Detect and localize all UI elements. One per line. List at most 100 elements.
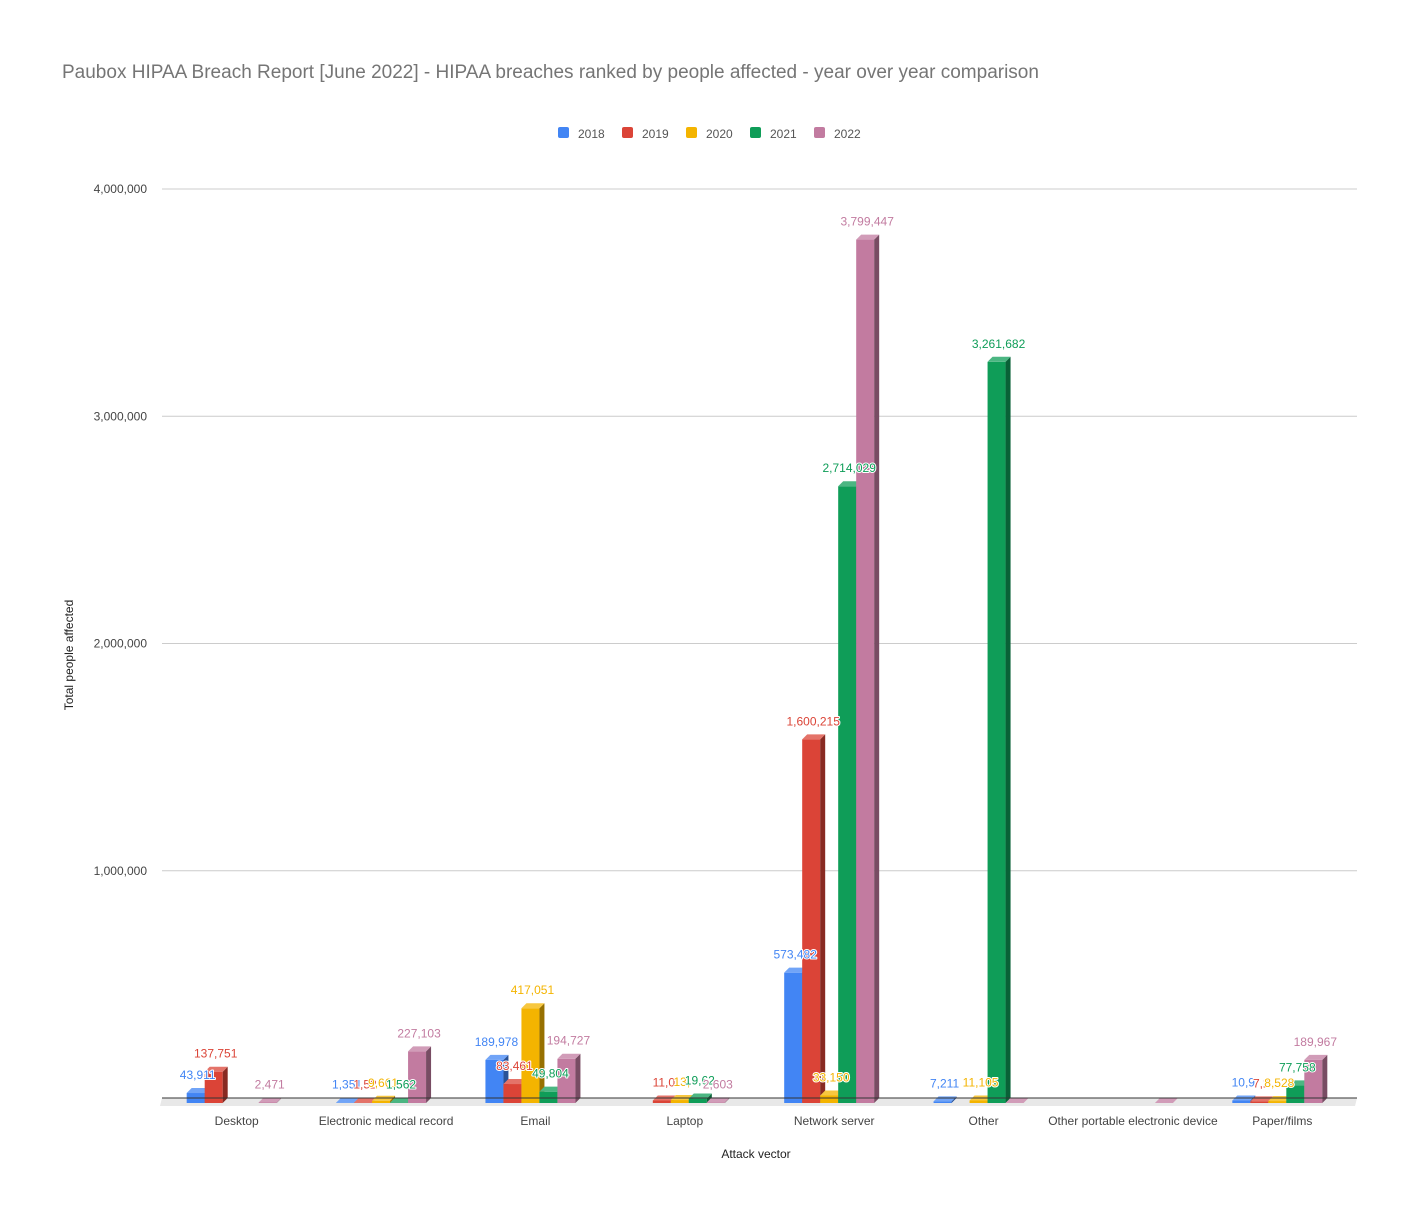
bar-top [557, 1053, 581, 1059]
bar-side [724, 1097, 730, 1103]
bar-2022[interactable] [557, 1053, 581, 1103]
bar-front [670, 1100, 689, 1103]
legend-label: 2019 [642, 127, 669, 141]
bar-front [784, 972, 803, 1103]
legend-swatch [814, 127, 825, 138]
x-category-label: Other [969, 1114, 999, 1128]
bar-top [503, 1079, 527, 1085]
legend-item-2018[interactable]: 2018 [558, 127, 605, 141]
legend-swatch [558, 127, 569, 138]
y-tick-label: 3,000,000 [94, 409, 148, 423]
bar-top [688, 1093, 712, 1099]
x-category-label: Desktop [215, 1114, 259, 1128]
bar-side [1005, 356, 1011, 1103]
bar-2022[interactable] [856, 234, 880, 1103]
data-label: 8,528 [1264, 1076, 1294, 1090]
bar-top [802, 734, 826, 740]
bar-front [987, 361, 1006, 1103]
bar-2019[interactable] [204, 1066, 228, 1103]
data-label: 2,471 [255, 1077, 285, 1091]
bar-top [336, 1097, 360, 1103]
data-label: 33,150 [813, 1070, 850, 1084]
bar-2021[interactable] [987, 356, 1011, 1103]
bar-2022[interactable] [1304, 1054, 1328, 1103]
data-label: 2,714,029 [822, 461, 876, 475]
bar-2022[interactable] [1154, 1098, 1178, 1103]
legend-item-2021[interactable]: 2021 [750, 127, 797, 141]
bar-front [1232, 1100, 1251, 1103]
bar-top [784, 967, 808, 973]
x-category-label: Electronic medical record [319, 1114, 454, 1128]
data-label: 77,758 [1279, 1060, 1316, 1074]
bar-side [539, 1003, 545, 1103]
legend-item-2019[interactable]: 2019 [622, 127, 669, 141]
bar-front [521, 1008, 540, 1103]
bar-top [186, 1088, 210, 1094]
bar-top [1304, 1054, 1328, 1060]
bar-front [258, 1102, 277, 1103]
data-label: 49,804 [532, 1067, 569, 1081]
bar-top [856, 234, 880, 240]
bar-front [557, 1058, 576, 1103]
bar-top [838, 481, 862, 487]
bar-front [820, 1095, 839, 1103]
data-label: 11,0 [653, 1076, 676, 1090]
data-label: 194,727 [547, 1034, 591, 1048]
bar-top [521, 1003, 545, 1009]
legend-item-2022[interactable]: 2022 [814, 127, 861, 141]
data-label: 417,051 [511, 983, 555, 997]
legend-swatch [750, 127, 761, 138]
bar-front [1304, 1059, 1323, 1103]
legend-label: 2018 [578, 127, 605, 141]
data-label: 9,661 [368, 1076, 398, 1090]
data-label: 1,351 [332, 1078, 362, 1092]
bar-side [276, 1097, 282, 1103]
y-tick-label: 2,000,000 [94, 637, 148, 651]
bar-front [706, 1102, 725, 1103]
legend[interactable]: 2018 2019 2020 2021 2022 [558, 127, 861, 141]
data-label: 43,911 [180, 1068, 216, 1082]
bar-2020[interactable] [521, 1003, 545, 1103]
bar-2022[interactable] [408, 1046, 432, 1103]
x-category-label: Email [520, 1114, 550, 1128]
bar-front [1268, 1101, 1287, 1103]
bar-top [820, 1090, 844, 1096]
data-label: 13, [673, 1075, 690, 1089]
bar-top [706, 1097, 730, 1103]
y-tick-label: 4,000,000 [94, 182, 148, 196]
data-label: 1,562 [386, 1078, 416, 1092]
x-category-label: Network server [794, 1114, 875, 1128]
data-label: 19,62 [685, 1074, 715, 1088]
chart-floor [160, 1098, 1357, 1106]
bar-front [539, 1091, 558, 1103]
legend-swatch [622, 127, 633, 138]
bar-top [390, 1097, 414, 1103]
legend-label: 2022 [834, 127, 861, 141]
bar-top [408, 1046, 432, 1052]
x-category-label: Laptop [666, 1114, 703, 1128]
bar-side [426, 1046, 432, 1103]
bar-2022[interactable] [258, 1097, 282, 1103]
bar-2022[interactable] [706, 1097, 730, 1103]
legend-item-2020[interactable]: 2020 [686, 127, 733, 141]
bar-side [874, 234, 880, 1103]
bar-front [838, 486, 857, 1103]
bar-front [969, 1100, 988, 1103]
bar-top [539, 1086, 563, 1092]
bar-front [802, 739, 821, 1103]
chart-title: Paubox HIPAA Breach Report [June 2022] -… [62, 62, 1039, 83]
bar-front [503, 1084, 522, 1103]
bar-top [1005, 1098, 1029, 1103]
bar-2019[interactable] [802, 734, 826, 1103]
bar-2022[interactable] [1005, 1098, 1029, 1103]
bar-top [1154, 1098, 1178, 1103]
bar-side [222, 1066, 228, 1103]
legend-label: 2020 [706, 127, 733, 141]
bar-top [1268, 1096, 1292, 1102]
x-axis-title: Attack vector [721, 1147, 790, 1161]
bar-front [485, 1059, 504, 1103]
data-label: 1,52 [353, 1078, 377, 1092]
bar-front [408, 1051, 427, 1103]
